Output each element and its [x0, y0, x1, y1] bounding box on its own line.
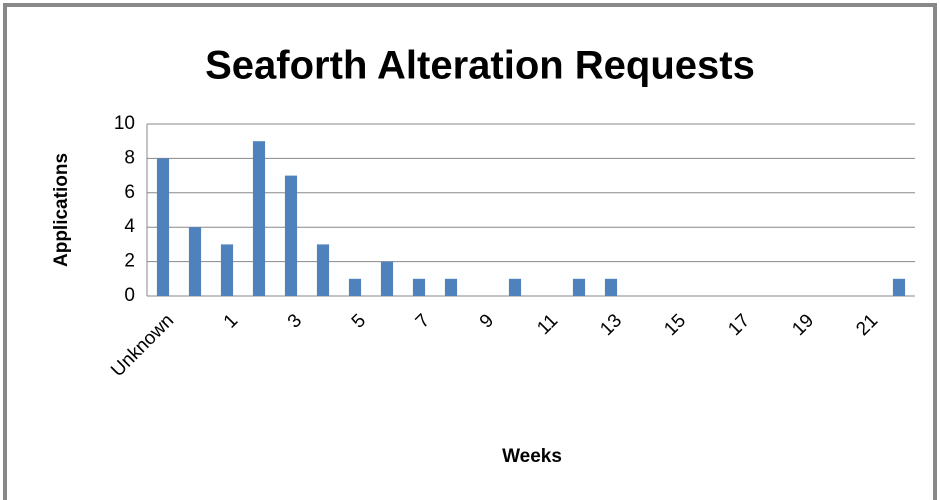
- bar: [572, 278, 586, 296]
- bar: [444, 278, 458, 296]
- bar: [220, 244, 234, 296]
- y-tick-label: 0: [124, 285, 135, 306]
- bar: [252, 141, 266, 296]
- x-axis-title: Weeks: [502, 446, 562, 467]
- bar: [508, 278, 522, 296]
- bar: [316, 244, 330, 296]
- chart-title: Seaforth Alteration Requests: [205, 44, 755, 88]
- bar: [188, 227, 202, 296]
- y-axis-title: Applications: [51, 153, 72, 267]
- y-tick-label: 10: [114, 113, 135, 134]
- bar: [380, 261, 394, 296]
- y-tick-label: 4: [124, 216, 135, 237]
- bar: [156, 158, 170, 296]
- bar: [412, 278, 426, 296]
- y-tick-label: 6: [124, 182, 135, 203]
- y-tick-label: 2: [124, 251, 135, 272]
- bar: [604, 278, 618, 296]
- bar: [284, 175, 298, 296]
- bar: [892, 278, 906, 296]
- y-tick-label: 8: [124, 147, 135, 168]
- bar: [348, 278, 362, 296]
